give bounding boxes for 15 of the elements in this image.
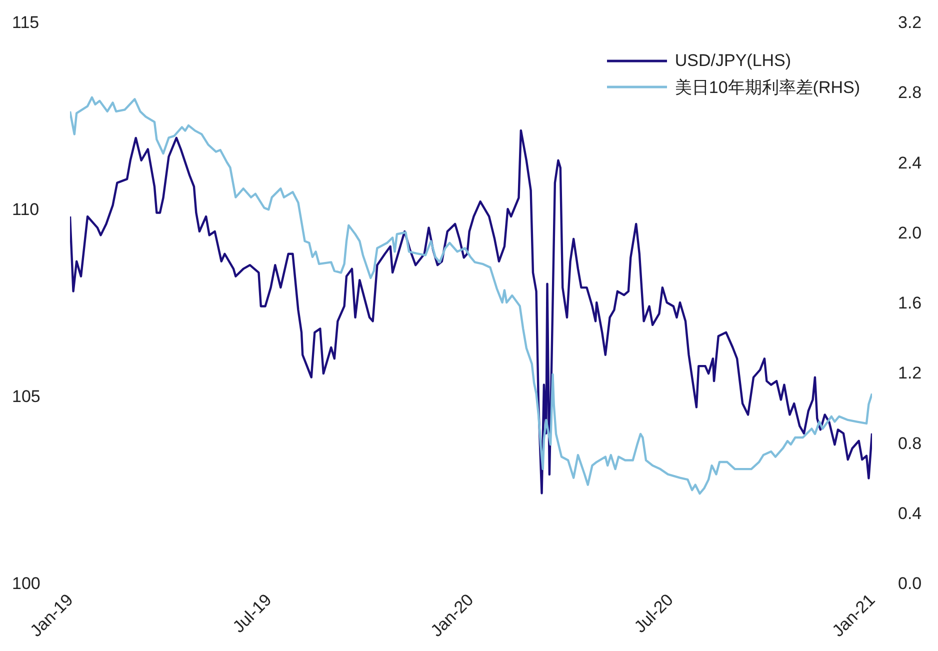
y2-tick-label: 3.2 bbox=[898, 13, 922, 32]
y-tick-label: 115 bbox=[12, 13, 40, 32]
y2-tick-label: 2.8 bbox=[898, 83, 922, 102]
y2-tick-label: 0.8 bbox=[898, 434, 922, 453]
y2-tick-label: 1.2 bbox=[898, 364, 922, 383]
y2-tick-label: 2.4 bbox=[898, 153, 922, 172]
y2-tick-label: 2.0 bbox=[898, 223, 922, 242]
legend-label: 美日10年期利率差(RHS) bbox=[674, 76, 860, 98]
y2-tick-label: 1.6 bbox=[898, 294, 922, 313]
y2-tick-label: 0.4 bbox=[898, 504, 922, 523]
y-tick-label: 100 bbox=[12, 574, 40, 594]
y-tick-label: 105 bbox=[12, 387, 40, 406]
y2-tick-label: 0.0 bbox=[898, 574, 922, 594]
legend-label: USD/JPY(LHS) bbox=[674, 51, 792, 71]
y-tick-label: 110 bbox=[12, 200, 40, 220]
